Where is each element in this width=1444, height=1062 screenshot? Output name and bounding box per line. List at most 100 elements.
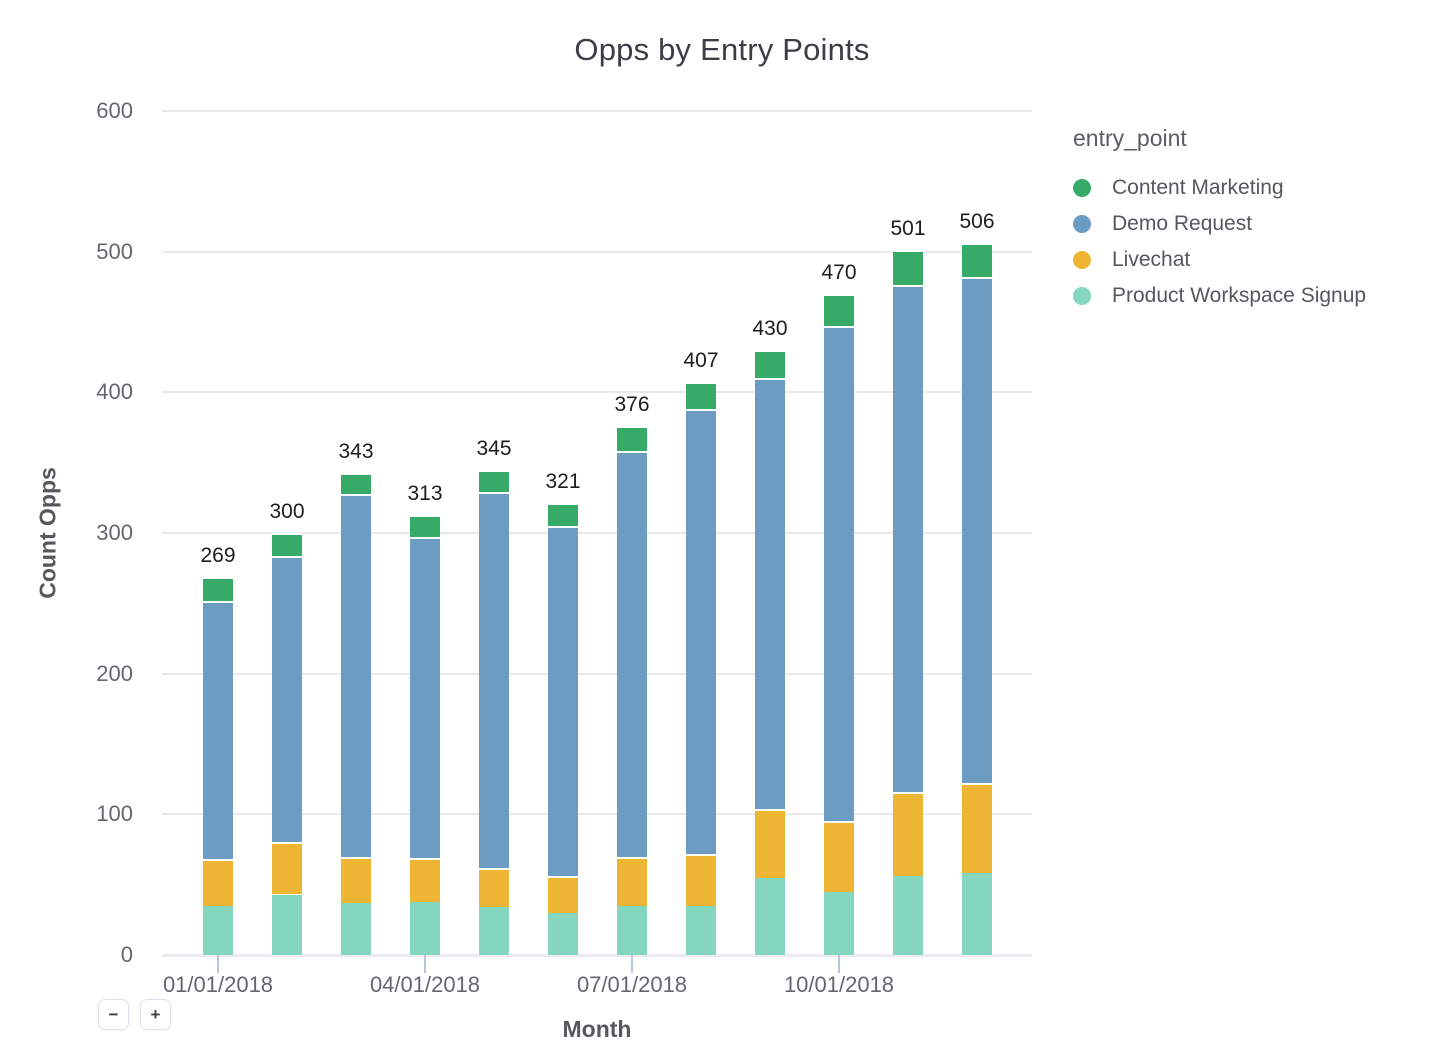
bar-segment-livechat[interactable] [893, 791, 923, 877]
x-tick-mark [631, 955, 633, 973]
legend-item-content-marketing[interactable]: Content Marketing [1073, 170, 1366, 206]
gridline [162, 672, 1032, 675]
y-tick-label: 600 [96, 98, 133, 123]
bar-segment-content-marketing[interactable] [824, 293, 854, 327]
y-tick-label: 0 [120, 942, 133, 967]
bar-segment-content-marketing[interactable] [686, 382, 716, 410]
bar-segment-content-marketing[interactable] [203, 576, 233, 601]
x-tick-mark [838, 955, 840, 973]
bar-segment-content-marketing[interactable] [617, 426, 647, 452]
legend-item-label: Product Workspace Signup [1112, 284, 1367, 307]
chart-title: Opps by Entry Points [574, 32, 870, 67]
bar-total-label: 506 [959, 210, 995, 234]
bar-segment-product-workspace-signup[interactable] [755, 877, 785, 955]
legend-swatch-icon [1073, 287, 1091, 305]
bar-segment-livechat[interactable] [548, 876, 578, 913]
bar-total-label: 313 [407, 481, 443, 505]
bar-segment-livechat[interactable] [479, 867, 509, 908]
legend-item-livechat[interactable]: Livechat [1073, 242, 1366, 278]
zoom-out-button[interactable]: − [98, 999, 129, 1030]
bar-segment-livechat[interactable] [686, 853, 716, 906]
bar-segment-product-workspace-signup[interactable] [479, 907, 509, 955]
y-tick-label: 200 [96, 660, 133, 686]
bar-segment-demo-request[interactable] [962, 276, 992, 784]
bar-segment-livechat[interactable] [341, 856, 371, 903]
bar-segment-livechat[interactable] [410, 857, 440, 902]
legend-swatch-icon [1073, 251, 1091, 269]
y-tick-label: 300 [96, 520, 133, 545]
bar-total-label: 345 [476, 436, 512, 460]
bar-segment-demo-request[interactable] [410, 537, 440, 858]
x-tick-label: 01/01/2018 [162, 972, 274, 997]
bar-segment-product-workspace-signup[interactable] [824, 891, 854, 955]
bar-total-label: 300 [269, 500, 305, 523]
bar-segment-content-marketing[interactable] [893, 250, 923, 286]
bar-segment-demo-request[interactable] [272, 555, 302, 843]
bar-total-label: 430 [752, 317, 788, 341]
gridline [162, 813, 1032, 816]
bar-segment-product-workspace-signup[interactable] [548, 912, 578, 955]
bar-total-label: 321 [545, 470, 581, 494]
legend: entry_point Content Marketing Demo Reques… [1073, 125, 1366, 314]
x-axis-title: Month [562, 1016, 632, 1042]
legend-items: Content Marketing Demo Request Livechat Pro… [1073, 170, 1366, 314]
bar-total-label: 376 [614, 393, 650, 417]
bar-segment-demo-request[interactable] [548, 525, 578, 877]
x-tick-label: 07/01/2018 [576, 972, 688, 997]
legend-item-demo-request[interactable]: Demo Request [1073, 206, 1366, 242]
bar-segment-product-workspace-signup[interactable] [617, 905, 647, 955]
bar-segment-demo-request[interactable] [341, 493, 371, 857]
x-tick-label: 10/01/2018 [783, 972, 895, 997]
x-axis-line [162, 954, 1032, 957]
zoom-in-button[interactable]: + [140, 999, 171, 1030]
gridline [162, 532, 1032, 534]
bar-segment-livechat[interactable] [755, 808, 785, 878]
bar-segment-demo-request[interactable] [755, 378, 785, 809]
bar-segment-demo-request[interactable] [686, 409, 716, 854]
bar-segment-livechat[interactable] [272, 842, 302, 895]
bar-segment-product-workspace-signup[interactable] [341, 902, 371, 955]
bar-segment-product-workspace-signup[interactable] [893, 876, 923, 955]
y-tick-label: 400 [96, 379, 133, 405]
bar-total-label: 269 [200, 543, 236, 567]
bar-segment-livechat[interactable] [824, 821, 854, 892]
legend-title: entry_point [1073, 125, 1187, 151]
bar-segment-content-marketing[interactable] [548, 503, 578, 526]
legend-item-label: Livechat [1112, 248, 1191, 271]
bar-total-label: 470 [821, 260, 857, 284]
bar-segment-demo-request[interactable] [617, 451, 647, 857]
bar-segment-demo-request[interactable] [203, 600, 233, 860]
bar-segment-product-workspace-signup[interactable] [203, 905, 233, 955]
bar-segment-demo-request[interactable] [824, 326, 854, 822]
legend-item-product-workspace-signup[interactable]: Product Workspace Signup [1073, 278, 1366, 314]
bar-segment-content-marketing[interactable] [410, 514, 440, 538]
bar-segment-content-marketing[interactable] [341, 472, 371, 494]
gridline [162, 110, 1032, 112]
bar-segment-content-marketing[interactable] [962, 243, 992, 277]
bar-total-label: 501 [890, 217, 926, 241]
legend-swatch-icon [1073, 215, 1091, 233]
bar-segment-demo-request[interactable] [479, 492, 509, 868]
bar-segment-demo-request[interactable] [893, 285, 923, 792]
bar-segment-product-workspace-signup[interactable] [686, 905, 716, 955]
x-tick-label: 04/01/2018 [369, 972, 481, 997]
bar-segment-livechat[interactable] [203, 859, 233, 906]
bar-segment-content-marketing[interactable] [479, 469, 509, 493]
legend-swatch-icon [1073, 179, 1091, 197]
bar-segment-content-marketing[interactable] [755, 350, 785, 379]
legend-item-label: Demo Request [1112, 212, 1253, 235]
x-tick-mark [424, 955, 426, 973]
bar-total-label: 407 [683, 349, 719, 373]
bar-segment-content-marketing[interactable] [272, 533, 302, 556]
gridline [162, 391, 1032, 394]
bar-segment-livechat[interactable] [962, 783, 992, 874]
bar-segment-product-workspace-signup[interactable] [410, 901, 440, 955]
bar-segment-livechat[interactable] [617, 856, 647, 906]
bar-total-label: 343 [338, 439, 374, 463]
bar-segment-product-workspace-signup[interactable] [272, 894, 302, 955]
y-tick-label: 500 [96, 238, 133, 264]
bar-segment-product-workspace-signup[interactable] [962, 873, 992, 955]
y-tick-label: 100 [96, 801, 133, 827]
y-axis-title: Count Opps [34, 467, 61, 599]
